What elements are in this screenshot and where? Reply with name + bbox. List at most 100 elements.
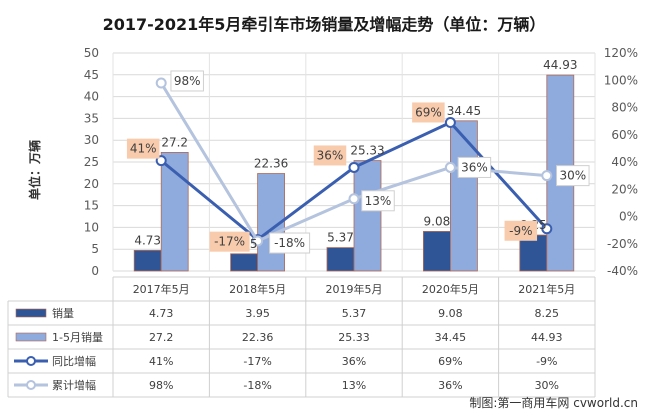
left-tick-label: 5	[91, 242, 99, 256]
table-cell: 9.08	[438, 307, 463, 320]
table-cell: 8.25	[535, 307, 560, 320]
bar-value-label: 25.33	[350, 144, 384, 158]
table-cell: 36%	[438, 379, 462, 392]
cumulative-label: 98%	[174, 74, 201, 88]
line-marker	[541, 170, 553, 182]
bar-cumulative	[160, 152, 189, 272]
bar-monthly	[133, 249, 162, 272]
right-tick-label: -40%	[607, 264, 638, 278]
table-cell: 5.37	[342, 307, 367, 320]
bar-cumulative	[353, 160, 382, 272]
cumulative-label-box	[170, 70, 204, 92]
left-tick-label: 15	[84, 199, 99, 213]
table-cell: 30%	[535, 379, 559, 392]
bar-value-label: 27.2	[161, 135, 188, 149]
legend-key-marker	[26, 356, 36, 366]
line-marker	[444, 161, 456, 173]
right-tick-label: 100%	[604, 73, 638, 87]
yoy-label-box	[313, 145, 347, 166]
cumulative-label-box	[556, 165, 590, 187]
yoy-label: 41%	[130, 142, 157, 156]
y-axis-label-group: 单位：万辆	[27, 140, 42, 200]
table-cell: 98%	[149, 379, 173, 392]
line-marker	[252, 235, 264, 247]
yoy-label-box	[412, 102, 445, 123]
yoy-label: 36%	[317, 148, 344, 162]
yoy-label: 69%	[415, 105, 442, 119]
legend-key-bar	[15, 308, 47, 318]
left-tick-label: 0	[91, 264, 99, 278]
chart-title: 2017-2021年5月牵引车市场销量及增幅走势（单位：万辆）	[103, 15, 546, 34]
yoy-label-box	[504, 220, 538, 241]
line-marker	[541, 223, 553, 235]
table-cell: 13%	[342, 379, 366, 392]
legend-series-name: 销量	[52, 306, 74, 320]
cumulative-label-box	[361, 190, 395, 212]
cumulative-label-box	[269, 232, 311, 254]
credit-text: 制图:第一商用车网 cvworld.cn	[469, 395, 638, 410]
bar-value-label: 5.37	[327, 231, 354, 245]
right-tick-label: 80%	[611, 101, 638, 115]
bar-value-label: 34.45	[447, 104, 481, 118]
cumulative-label: 13%	[365, 194, 392, 208]
bars	[133, 74, 575, 272]
right-tick-label: 40%	[611, 155, 638, 169]
bar-value-label: 22.36	[254, 157, 288, 171]
bar-value-label: 4.73	[134, 233, 161, 247]
bar-cumulative	[449, 120, 478, 272]
left-tick-label: 50	[84, 46, 99, 60]
table-cell: 44.93	[531, 331, 563, 344]
left-axis-ticks: 0 5 10 15 20 25 30 35 40 45 50	[84, 46, 99, 278]
bar-monthly	[422, 231, 451, 272]
left-tick-label: 10	[84, 220, 99, 234]
cumulative-label: 30%	[559, 169, 586, 183]
table-cell: 22.36	[242, 331, 274, 344]
bar-monthly	[326, 247, 355, 272]
cumulative-label: 36%	[461, 160, 488, 174]
y-axis-label: 单位：万辆	[27, 140, 42, 200]
table-cell: -18%	[243, 379, 271, 392]
cumulative-label: -18%	[274, 236, 305, 250]
line-marker	[444, 116, 456, 128]
bar-value-label: 44.93	[543, 58, 577, 72]
x-tick-label: 2021年5月	[518, 282, 575, 296]
line-marker	[155, 77, 167, 89]
table-cell: 27.2	[149, 331, 174, 344]
yoy-label-box	[126, 138, 160, 159]
right-axis-ticks: -40% -20% 0% 20% 40% 60% 80% 100% 120%	[604, 46, 638, 278]
right-tick-label: 0%	[619, 210, 638, 224]
legend-key-marker	[26, 380, 36, 390]
yoy-label: -17%	[214, 235, 245, 249]
right-tick-label: 20%	[611, 182, 638, 196]
data-labels: 4.733.955.379.088.2527.222.3625.3334.454…	[126, 58, 590, 254]
x-tick-label: 2020年5月	[422, 282, 479, 296]
legend-series-name: 同比增幅	[52, 354, 96, 368]
bar-monthly	[519, 234, 548, 272]
right-tick-label: 60%	[611, 128, 638, 142]
table-cell: 34.45	[435, 331, 467, 344]
table-cell: -9%	[536, 355, 557, 368]
left-tick-label: 20	[84, 177, 99, 191]
line-marker	[348, 161, 360, 173]
bar-value-label: 9.08	[424, 214, 451, 228]
line-marker	[348, 193, 360, 205]
legend-series-name: 1-5月销量	[52, 330, 103, 344]
right-tick-label: -20%	[607, 237, 638, 251]
x-tick-label: 2017年5月	[133, 282, 190, 296]
yoy-label: -9%	[509, 224, 532, 238]
bar-monthly	[230, 253, 259, 272]
left-tick-label: 30	[84, 133, 99, 147]
legend-series-name: 累计增幅	[52, 378, 96, 392]
table-cell: 69%	[438, 355, 462, 368]
x-tick-label: 2019年5月	[326, 282, 383, 296]
left-tick-label: 45	[84, 68, 99, 82]
legend-key-bar	[15, 332, 47, 342]
left-tick-label: 40	[84, 90, 99, 104]
table-cell: 4.73	[149, 307, 174, 320]
x-tick-label: 2018年5月	[229, 282, 286, 296]
left-tick-label: 25	[84, 155, 99, 169]
cumulative-label-box	[457, 156, 492, 178]
yoy-label-box	[209, 231, 250, 252]
